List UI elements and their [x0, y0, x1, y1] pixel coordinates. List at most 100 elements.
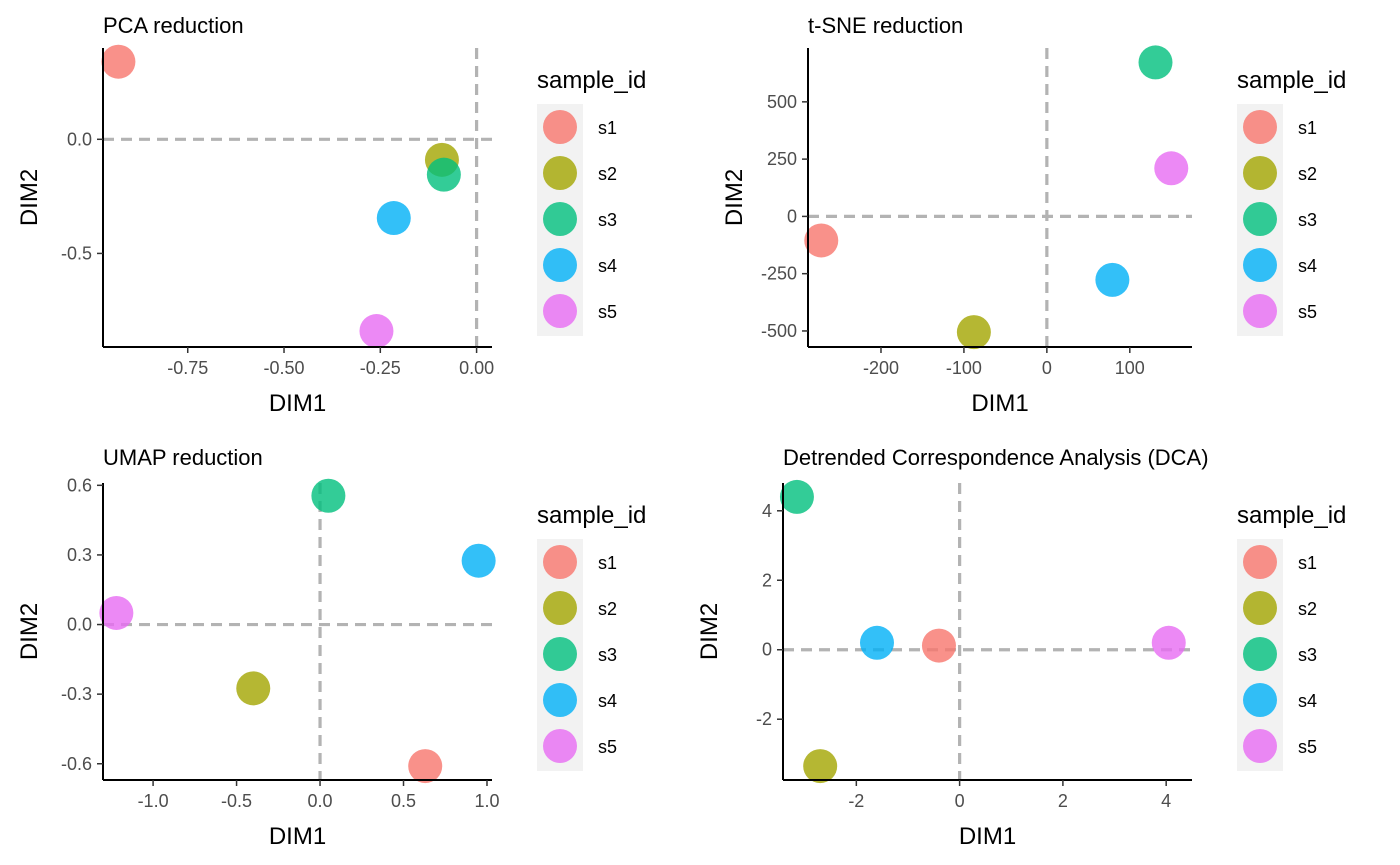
legend-key-s4: [1243, 248, 1277, 282]
y-axis-label: DIM2: [16, 169, 43, 226]
data-point-s1: [408, 749, 443, 784]
legend-label: s2: [598, 599, 617, 619]
y-tick-label: 0: [787, 206, 797, 226]
data-point-s3: [1138, 45, 1173, 80]
y-tick-label: -0.5: [61, 243, 92, 263]
legend-label: s3: [598, 210, 617, 230]
x-tick-label: 2: [1058, 791, 1068, 811]
x-tick-label: -0.5: [221, 791, 252, 811]
y-tick-label: 500: [767, 92, 797, 112]
legend-label: s4: [1298, 691, 1317, 711]
legend-label: s4: [1298, 256, 1317, 276]
legend-label: s2: [1298, 164, 1317, 184]
legend: sample_id s1 s2 s3 s4 s5: [537, 502, 646, 771]
data-point-s1: [804, 223, 839, 258]
y-tick-label: 0.0: [67, 129, 92, 149]
panel-title: UMAP reduction: [103, 445, 263, 470]
y-axis-label: DIM2: [16, 603, 43, 660]
y-tick-label: 0.0: [67, 615, 92, 635]
y-tick-label: -0.6: [61, 754, 92, 774]
y-axis-label: DIM2: [696, 603, 723, 660]
legend-key-s4: [543, 248, 577, 282]
legend-key-s5: [543, 729, 577, 763]
panel-title: PCA reduction: [103, 13, 244, 38]
legend-key-s2: [543, 591, 577, 625]
y-tick-label: 4: [762, 501, 772, 521]
x-axis-label: DIM1: [959, 823, 1016, 850]
legend-title: sample_id: [1237, 67, 1346, 94]
x-tick-label: -100: [946, 358, 982, 378]
legend-label: s5: [598, 302, 617, 322]
data-point-s3: [311, 478, 346, 513]
x-tick-label: 1.0: [474, 791, 499, 811]
data-point-s2: [956, 315, 991, 350]
legend-label: s4: [598, 691, 617, 711]
legend-key-s1: [1243, 545, 1277, 579]
legend-key-s4: [1243, 683, 1277, 717]
y-tick-label: -2: [756, 709, 772, 729]
legend-key-s4: [543, 683, 577, 717]
legend-key-s1: [543, 110, 577, 144]
legend-key-s5: [1243, 729, 1277, 763]
y-tick-label: 0: [762, 640, 772, 660]
legend-label: s4: [598, 256, 617, 276]
x-tick-label: -2: [848, 791, 864, 811]
legend-label: s2: [1298, 599, 1317, 619]
y-tick-label: -0.3: [61, 684, 92, 704]
legend-label: s3: [598, 645, 617, 665]
legend-label: s1: [1298, 118, 1317, 138]
legend: sample_id s1 s2 s3 s4 s5: [537, 67, 646, 336]
legend-label: s3: [1298, 645, 1317, 665]
data-point-s4: [1095, 262, 1130, 297]
y-axis-label: DIM2: [721, 169, 748, 226]
scatter-panel-1: PCA reduction -0.75 -0.50 -0.25 0.00 0.0 -0.5 D…: [16, 13, 646, 417]
data-point-s2: [803, 749, 838, 784]
legend-title: sample_id: [537, 502, 646, 529]
legend-label: s5: [1298, 737, 1317, 757]
legend-label: s3: [1298, 210, 1317, 230]
legend-label: s2: [598, 164, 617, 184]
y-tick-label: -250: [761, 264, 797, 284]
data-point-s3: [426, 157, 461, 192]
legend-title: sample_id: [537, 67, 646, 94]
x-tick-label: 0.00: [459, 358, 494, 378]
x-axis-label: DIM1: [269, 823, 326, 850]
data-point-s1: [921, 628, 956, 663]
legend-key-s5: [1243, 294, 1277, 328]
legend-key-s3: [543, 202, 577, 236]
x-tick-label: -0.75: [167, 358, 208, 378]
x-axis-label: DIM1: [971, 390, 1028, 417]
x-tick-label: -200: [863, 358, 899, 378]
scatter-panel-4: Detrended Correspondence Analysis (DCA) -…: [696, 445, 1346, 850]
data-point-s3: [779, 479, 814, 514]
data-point-s2: [236, 671, 271, 706]
legend-key-s1: [1243, 110, 1277, 144]
y-tick-label: 250: [767, 149, 797, 169]
data-point-s5: [1151, 625, 1186, 660]
x-tick-label: 100: [1115, 358, 1145, 378]
legend-key-s2: [543, 156, 577, 190]
data-point-s4: [859, 625, 894, 660]
y-tick-label: -500: [761, 321, 797, 341]
legend-key-s2: [1243, 591, 1277, 625]
panel-title: Detrended Correspondence Analysis (DCA): [783, 445, 1209, 470]
legend-key-s1: [543, 545, 577, 579]
legend-key-s2: [1243, 156, 1277, 190]
data-point-s1: [101, 44, 136, 79]
x-tick-label: 0: [955, 791, 965, 811]
legend-label: s5: [1298, 302, 1317, 322]
x-tick-label: -1.0: [138, 791, 169, 811]
data-point-s5: [1154, 151, 1189, 186]
legend-label: s5: [598, 737, 617, 757]
scatter-panel-2: t-SNE reduction -200 -100 0 100 500 250 0 -250 -5…: [721, 13, 1346, 417]
y-tick-label: 0.3: [67, 545, 92, 565]
data-point-s5: [359, 314, 394, 349]
legend: sample_id s1 s2 s3 s4 s5: [1237, 67, 1346, 336]
legend-key-s3: [1243, 637, 1277, 671]
x-tick-label: 0.5: [391, 791, 416, 811]
legend-label: s1: [598, 118, 617, 138]
legend-key-s3: [1243, 202, 1277, 236]
x-tick-label: -0.50: [264, 358, 305, 378]
legend-key-s3: [543, 637, 577, 671]
